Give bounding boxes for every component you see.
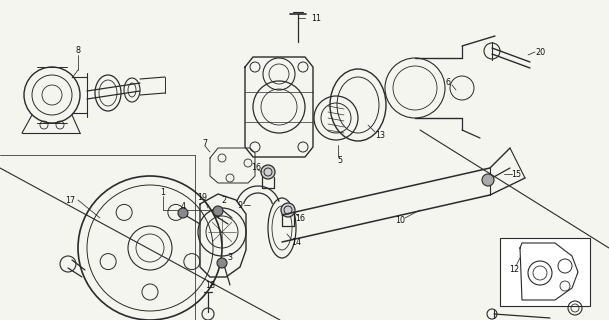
Text: 11: 11: [311, 13, 321, 22]
Text: 6: 6: [446, 77, 451, 86]
Text: 16: 16: [295, 213, 305, 222]
Text: 8: 8: [76, 45, 80, 54]
Text: 12: 12: [509, 266, 519, 275]
Circle shape: [281, 203, 295, 217]
Text: 10: 10: [395, 215, 405, 225]
Text: 3: 3: [228, 253, 233, 262]
Text: 2: 2: [222, 196, 227, 204]
Text: 1: 1: [161, 188, 166, 196]
Text: 13: 13: [375, 131, 385, 140]
Circle shape: [178, 208, 188, 218]
Text: 5: 5: [337, 156, 342, 164]
Text: 16: 16: [251, 163, 261, 172]
Text: 18: 18: [205, 281, 215, 290]
Text: 7: 7: [202, 139, 208, 148]
Text: 17: 17: [65, 196, 75, 204]
Text: 19: 19: [197, 193, 207, 202]
Text: 15: 15: [511, 170, 521, 179]
Circle shape: [482, 174, 494, 186]
Bar: [500, 238, 590, 306]
Circle shape: [261, 165, 275, 179]
Text: 9: 9: [238, 201, 242, 210]
Circle shape: [217, 258, 227, 268]
Text: 4: 4: [180, 202, 186, 211]
Text: 14: 14: [291, 237, 301, 246]
Text: 20: 20: [535, 47, 545, 57]
Circle shape: [213, 206, 223, 216]
